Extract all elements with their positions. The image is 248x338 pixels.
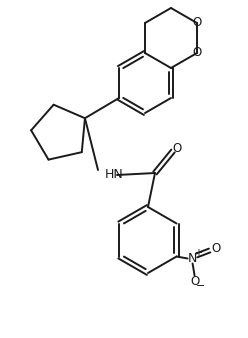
Text: −: − (196, 282, 205, 291)
Text: O: O (192, 17, 202, 29)
Text: O: O (190, 275, 199, 288)
Text: +: + (194, 247, 202, 258)
Text: O: O (172, 143, 182, 155)
Text: O: O (192, 47, 202, 59)
Text: HN: HN (105, 169, 124, 182)
Text: N: N (188, 252, 197, 265)
Text: O: O (211, 242, 220, 255)
